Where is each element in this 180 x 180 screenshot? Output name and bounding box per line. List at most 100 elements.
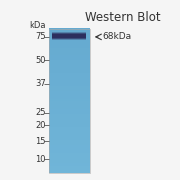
Bar	[49, 47, 90, 49]
Bar	[49, 72, 90, 73]
Bar	[49, 93, 90, 95]
Bar	[49, 82, 90, 84]
Bar	[49, 95, 90, 96]
Text: 20: 20	[35, 121, 46, 130]
Bar	[49, 151, 90, 153]
Bar	[49, 165, 90, 167]
Bar	[49, 139, 90, 141]
Bar	[49, 109, 90, 111]
Bar	[49, 69, 90, 71]
Bar	[49, 138, 90, 140]
Bar	[49, 57, 90, 59]
Bar	[49, 100, 90, 102]
Bar	[49, 53, 90, 55]
Bar	[49, 73, 90, 75]
Bar	[49, 90, 90, 92]
Bar	[49, 37, 90, 39]
Bar	[49, 126, 90, 128]
Bar	[49, 118, 90, 120]
Bar	[49, 75, 90, 76]
Bar	[49, 40, 90, 42]
Bar	[49, 99, 90, 101]
Bar	[49, 49, 90, 50]
Text: 75: 75	[35, 32, 46, 41]
Bar	[49, 157, 90, 158]
Bar	[49, 29, 90, 173]
Bar	[49, 168, 90, 170]
Bar	[49, 36, 90, 37]
Text: kDa: kDa	[29, 21, 46, 30]
Bar	[49, 122, 90, 124]
Bar	[49, 112, 90, 114]
Bar	[49, 132, 90, 134]
Bar	[49, 167, 90, 168]
Bar	[49, 86, 90, 88]
Bar	[49, 89, 90, 91]
Bar	[49, 63, 90, 65]
Bar	[49, 62, 90, 63]
Bar	[52, 32, 86, 40]
Bar	[49, 125, 90, 127]
Bar	[49, 56, 90, 58]
Bar	[49, 46, 90, 48]
Bar	[49, 102, 90, 104]
Bar	[49, 79, 90, 81]
Bar	[49, 80, 90, 82]
Bar	[49, 144, 90, 145]
Bar	[49, 159, 90, 161]
Bar	[49, 155, 90, 157]
Bar	[49, 76, 90, 78]
Bar	[49, 54, 90, 56]
Bar	[49, 108, 90, 109]
Bar	[49, 119, 90, 121]
Bar	[49, 67, 90, 69]
Bar	[49, 103, 90, 105]
Bar	[49, 142, 90, 144]
Bar	[49, 161, 90, 163]
Bar	[49, 59, 90, 60]
Bar	[49, 83, 90, 85]
Bar	[49, 116, 90, 118]
Text: 25: 25	[35, 108, 46, 117]
Text: 50: 50	[35, 56, 46, 65]
Bar	[49, 154, 90, 156]
Bar	[49, 98, 90, 99]
Bar	[49, 152, 90, 154]
Bar	[49, 85, 90, 86]
Bar	[49, 96, 90, 98]
Bar	[49, 147, 90, 148]
Bar	[49, 145, 90, 147]
Bar	[49, 162, 90, 164]
Bar	[49, 28, 90, 30]
Bar	[49, 43, 90, 45]
Bar	[52, 34, 86, 38]
Bar	[49, 134, 90, 135]
Bar	[49, 115, 90, 117]
Bar	[49, 113, 90, 115]
Bar	[49, 33, 90, 35]
Bar	[49, 105, 90, 107]
Bar	[49, 111, 90, 112]
Bar	[49, 148, 90, 150]
Bar	[49, 135, 90, 137]
Text: 37: 37	[35, 79, 46, 88]
Bar	[49, 141, 90, 143]
Bar	[49, 30, 90, 32]
Text: Western Blot: Western Blot	[85, 11, 160, 24]
Bar	[49, 44, 90, 46]
Bar	[49, 41, 90, 43]
Bar	[49, 149, 90, 151]
Bar	[49, 34, 90, 36]
Text: 10: 10	[35, 155, 46, 164]
Bar	[52, 33, 86, 39]
Bar	[49, 106, 90, 108]
Bar	[49, 129, 90, 131]
Bar	[49, 64, 90, 66]
Text: 68kDa: 68kDa	[103, 32, 132, 41]
Bar	[49, 123, 90, 125]
Bar	[49, 170, 90, 171]
Bar	[49, 51, 90, 53]
Bar	[49, 158, 90, 160]
Bar	[49, 39, 90, 40]
Text: 15: 15	[35, 137, 46, 146]
